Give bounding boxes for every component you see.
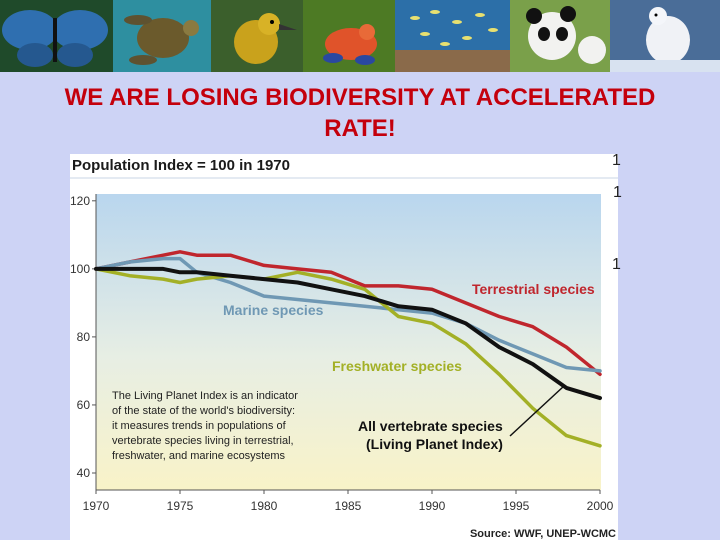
edge-tick-mark: 1 [612,256,621,273]
frog-picture [303,0,395,72]
annotation-line: it measures trends in populations of [112,420,287,432]
headline-line-2: RATE! [324,115,396,142]
y-axis: 40 60 80 100 120 [70,194,97,490]
marine-series-label: Marine species [223,302,324,318]
annotation-line: freshwater, and marine ecosystems [112,450,286,462]
all-vertebrate-label-line-2: (Living Planet Index) [366,436,503,452]
x-tick-label: 1975 [167,499,194,513]
series-lines [94,250,602,448]
giant-panda-photo [510,0,610,72]
butterfly-picture [0,0,113,72]
annotation-line: The Living Planet Index is an indicator [112,390,298,402]
freshwater-series-label: Freshwater species [332,358,462,374]
x-axis: 1970 1975 1980 1985 1990 1995 2000 [83,489,614,513]
y-tick-label: 40 [77,466,91,480]
coral-reef-fish-photo [395,0,510,72]
chart-title: Population Index = 100 in 1970 [72,157,290,174]
x-tick-label: 1995 [503,499,530,513]
y-tick-label: 120 [70,194,90,208]
edge-tick-mark: 1 [612,152,621,169]
bird-photo [211,0,303,72]
terrestrial-series-label: Terrestrial species [472,281,595,297]
x-tick-label: 2000 [587,499,614,513]
y-tick-label: 80 [77,330,91,344]
polar-bear-photo [610,0,720,72]
y-tick-label: 100 [70,262,90,276]
all-vertebrate-series-line [94,266,602,401]
x-tick-label: 1990 [419,499,446,513]
y-tick-label: 60 [77,398,91,412]
marine-series-line [94,256,602,373]
freshwater-series-line [94,267,602,448]
terrestrial-series-line [94,250,602,377]
bird-picture [211,0,303,72]
polar-bear-picture [610,0,720,72]
slide-headline: WE ARE LOSING BIODIVERSITY AT ACCELERATE… [0,82,720,144]
poison-frog-photo [303,0,395,72]
reef-picture [395,0,510,72]
sea-turtle-picture [113,0,211,72]
sea-turtle-photo [113,0,211,72]
annotation-line: vertebrate species living in terrestrial… [112,435,294,447]
chart-canvas: Population Index = 100 in 1970 40 60 80 100… [70,157,618,540]
butterfly-photo [0,0,113,72]
headline-line-1: WE ARE LOSING BIODIVERSITY AT ACCELERATE… [64,84,656,111]
index-annotation: The Living Planet Index is an indicator … [112,390,298,462]
annotation-line: of the state of the world's biodiversity… [112,405,295,417]
x-tick-label: 1980 [251,499,278,513]
all-vertebrate-label-line-1: All vertebrate species [358,418,503,434]
wildlife-photo-banner [0,0,720,72]
x-tick-label: 1985 [335,499,362,513]
all-vertebrate-pointer [509,385,565,437]
x-tick-label: 1970 [83,499,110,513]
panda-picture [510,0,610,72]
plot-background [96,194,601,490]
source-note: Source: WWF, UNEP-WCMC [470,528,616,540]
living-planet-index-chart: Population Index = 100 in 1970 40 60 80 100… [70,154,618,540]
edge-tick-mark: 1 [613,184,622,201]
